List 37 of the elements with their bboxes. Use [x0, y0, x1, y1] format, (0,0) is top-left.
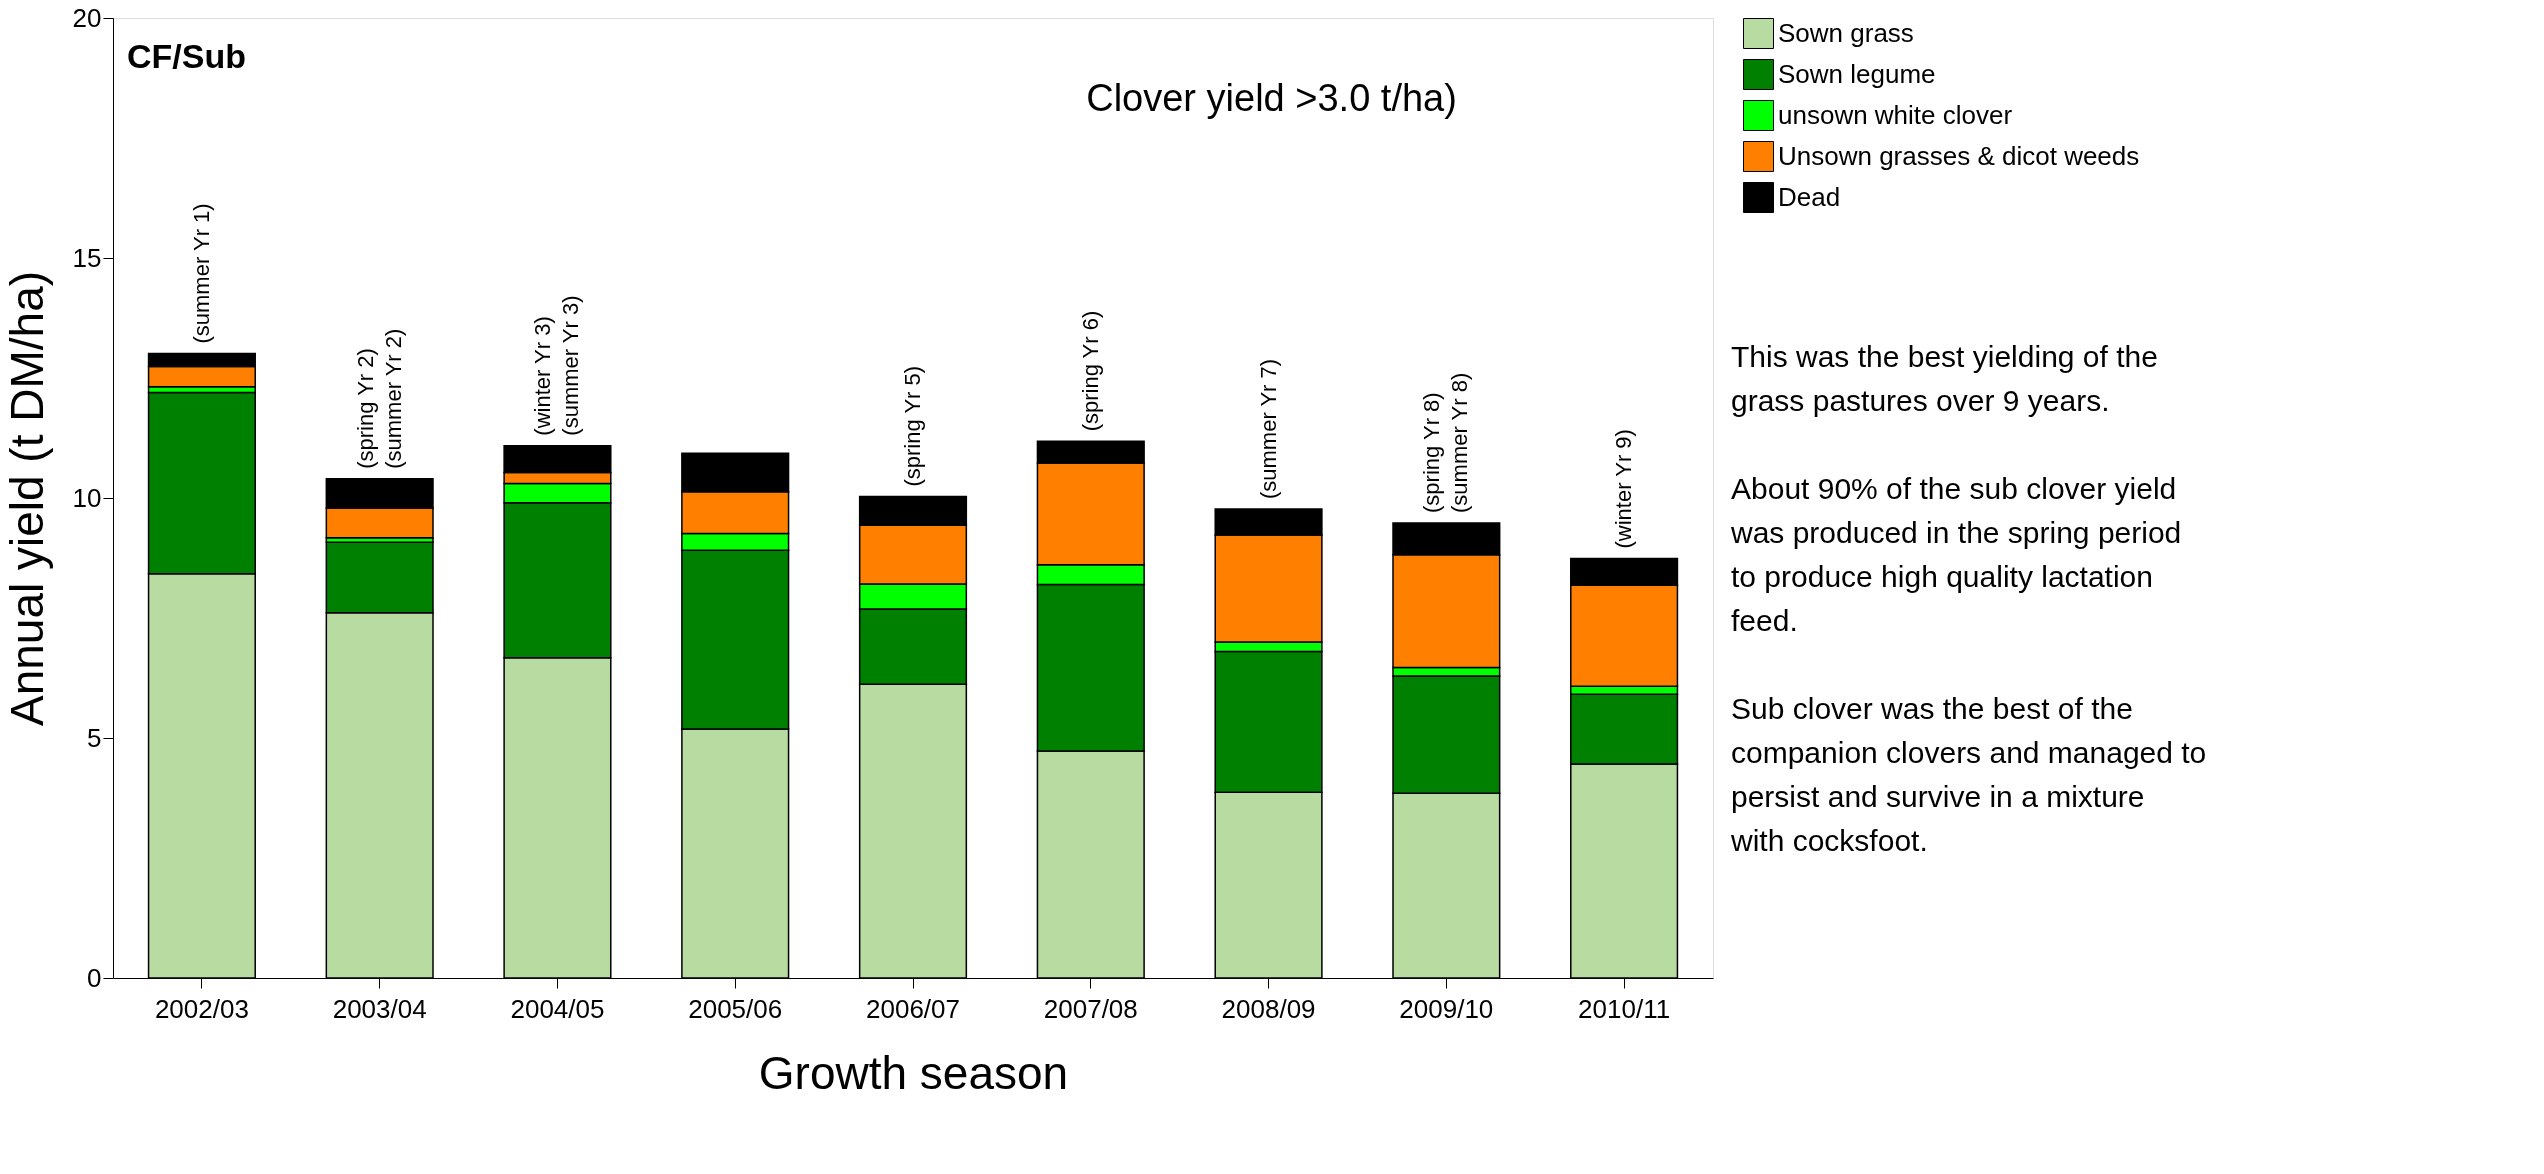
y-tick-label: 0: [87, 962, 102, 993]
legend-label: Sown grass: [1778, 17, 1914, 48]
y-tick-label: 20: [72, 2, 102, 33]
text: This was the best yielding of the grass pastures over 9 years.: [1731, 340, 2158, 417]
annotation: (spring Yr 2): [352, 348, 378, 469]
annotation: (spring Yr 6): [1077, 310, 1103, 432]
annotation: (summer Yr 3): [558, 295, 584, 436]
text: Sub clover was the best of the companion clovers and managed to persist and survive in a mixture with cocksfoot.: [1730, 692, 2207, 857]
annotation: (summer Yr 7): [1255, 358, 1281, 500]
annotation: (summer Yr 2): [380, 328, 406, 469]
x-tick-label: 2004/05: [510, 993, 605, 1024]
x-tick-label: 2010/11: [1578, 993, 1671, 1024]
y-tick-label: 15: [72, 242, 102, 273]
annotation: (winter Yr 9): [1611, 429, 1637, 549]
x-tick-label: 2002/03: [154, 993, 249, 1024]
x-tick-label: 2003/04: [332, 993, 427, 1024]
legend-label: Unsown grasses & dicot weeds: [1778, 140, 2140, 171]
annotation: (winter Yr 3): [530, 316, 556, 436]
y-tick-label: 10: [72, 482, 102, 513]
legend-label: Dead: [1778, 181, 1841, 212]
annotation: (spring Yr 5): [900, 365, 925, 487]
x-axis-title: Growth season: [758, 1046, 1069, 1099]
text: About 90% of the sub clover yield was produced in the spring period to produce high quality lactation feed.: [1730, 472, 2182, 637]
annotation: CF/Sub: [127, 37, 246, 75]
y-axis-title: Annual yield (t DM/ha): [0, 270, 53, 727]
y-tick-label: 5: [87, 722, 102, 753]
annotation: (spring Yr 8): [1419, 392, 1445, 513]
legend-label: unsown white clover: [1778, 99, 2013, 130]
annotation: (summer Yr 8): [1447, 372, 1473, 513]
annotation: Clover yield >3.0 t/ha): [1086, 77, 1457, 119]
legend-label: Sown legume: [1778, 58, 1936, 89]
x-tick-label: 2007/08: [1043, 993, 1138, 1024]
annotation: (summer Yr 1): [188, 203, 214, 344]
x-tick-label: 2005/06: [688, 993, 783, 1024]
x-tick-label: 2008/09: [1221, 993, 1316, 1024]
x-tick-label: 2006/07: [866, 993, 960, 1024]
x-tick-label: 2009/10: [1399, 993, 1494, 1024]
